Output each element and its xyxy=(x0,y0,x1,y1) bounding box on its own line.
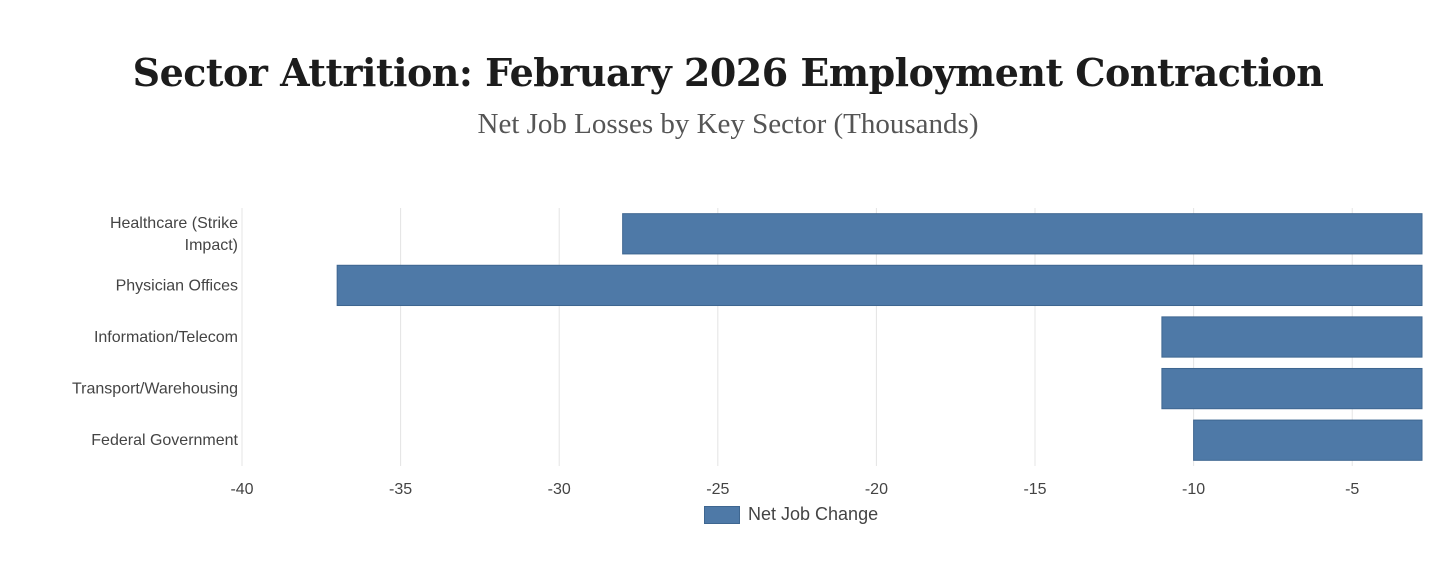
category-label-line: Federal Government xyxy=(91,432,238,449)
chart-title: Sector Attrition: February 2026 Employme… xyxy=(132,50,1324,95)
x-tick-label: -10 xyxy=(1182,481,1205,498)
category-label: Transport/Warehousing xyxy=(72,381,238,398)
chart-subtitle: Net Job Losses by Key Sector (Thousands) xyxy=(477,108,979,140)
category-label: Physician Offices xyxy=(116,277,238,294)
bar xyxy=(1161,367,1423,410)
x-tick-label: -5 xyxy=(1345,481,1359,498)
x-tick-label: -40 xyxy=(230,481,253,498)
category-label-line: Transport/Warehousing xyxy=(72,381,238,398)
category-label-line: Healthcare (Strike xyxy=(110,215,238,232)
y-axis-categories: Healthcare (Strike Impact) Physician Offic… xyxy=(72,215,239,449)
x-axis-ticks: -40 -35 -30 -25 -20 -15 -10 -5 xyxy=(230,481,1359,498)
x-tick-label: -25 xyxy=(706,481,729,498)
category-label: Healthcare (Strike Impact) xyxy=(110,215,238,254)
legend-label: Net Job Change xyxy=(748,504,879,524)
legend: Net Job Change xyxy=(704,504,878,525)
category-label: Information/Telecom xyxy=(94,329,238,346)
x-tick-label: -20 xyxy=(865,481,888,498)
bar xyxy=(1193,419,1423,461)
category-label-line: Impact) xyxy=(185,237,238,254)
bar xyxy=(1161,316,1423,358)
category-label: Federal Government xyxy=(91,432,238,449)
legend-swatch xyxy=(704,505,740,524)
bars xyxy=(336,213,1423,461)
x-tick-label: -35 xyxy=(389,481,412,498)
bar xyxy=(622,213,1423,255)
category-label-line: Physician Offices xyxy=(116,277,238,294)
x-tick-label: -15 xyxy=(1023,481,1046,498)
x-tick-label: -30 xyxy=(548,481,571,498)
bar xyxy=(336,264,1423,307)
category-label-line: Information/Telecom xyxy=(94,329,238,346)
